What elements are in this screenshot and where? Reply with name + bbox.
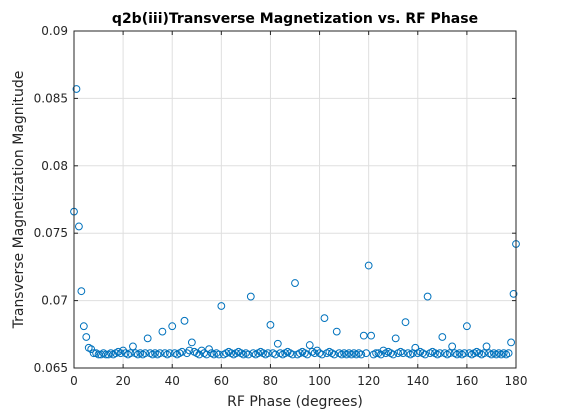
data-point — [244, 350, 253, 359]
data-point — [165, 349, 174, 358]
data-point — [214, 350, 223, 359]
y-tick-label: 0.07 — [41, 294, 68, 308]
data-point — [379, 346, 388, 355]
data-point — [362, 349, 371, 358]
data-point — [332, 327, 341, 336]
data-point — [423, 292, 432, 301]
y-tick-label: 0.085 — [34, 91, 68, 105]
data-point — [291, 279, 299, 287]
data-point — [389, 350, 398, 359]
data-point — [119, 346, 128, 355]
data-point — [129, 342, 137, 351]
x-tick-label: 60 — [214, 374, 229, 388]
y-tick-label: 0.08 — [41, 159, 68, 173]
x-tick-label: 140 — [406, 374, 429, 388]
data-points — [70, 85, 520, 359]
data-point — [305, 341, 314, 349]
data-point — [391, 334, 400, 343]
data-point — [288, 350, 297, 359]
data-point — [180, 316, 189, 325]
y-tick-label: 0.075 — [34, 226, 68, 240]
y-tick-label: 0.065 — [34, 361, 68, 375]
data-point — [143, 334, 152, 343]
y-tick-label: 0.09 — [41, 24, 68, 38]
y-axis-label: Transverse Magnetization Magnitude — [11, 71, 27, 330]
data-point — [448, 342, 457, 351]
data-point — [435, 349, 444, 358]
data-point — [313, 346, 322, 355]
data-point — [89, 349, 98, 358]
data-point — [364, 261, 373, 270]
axes-box — [73, 30, 517, 369]
data-point — [195, 350, 204, 359]
x-tick-label: 20 — [115, 374, 130, 388]
data-point — [372, 349, 380, 358]
chart-title: q2b(iii)Transverse Magnetization vs. RF … — [112, 11, 478, 27]
data-point — [168, 322, 177, 331]
x-tick-label: 80 — [263, 374, 278, 388]
data-point — [77, 287, 86, 296]
data-point — [266, 320, 275, 329]
x-tick-label: 180 — [505, 374, 528, 388]
data-point — [460, 349, 469, 358]
x-tick-labels: 0 20 40 60 80 100 120 140 160 180 — [70, 374, 527, 388]
data-point — [94, 350, 103, 359]
data-point — [330, 350, 339, 359]
data-point — [509, 289, 518, 298]
data-point — [271, 350, 280, 359]
data-point — [357, 350, 366, 359]
tick-marks — [73, 30, 517, 369]
x-tick-label: 120 — [357, 374, 380, 388]
data-point — [504, 349, 513, 358]
data-point — [401, 318, 410, 327]
data-point — [75, 222, 83, 231]
data-point — [320, 314, 329, 323]
data-point — [126, 349, 135, 358]
plot-area — [74, 31, 516, 368]
data-point — [205, 345, 213, 354]
x-tick-label: 160 — [455, 374, 478, 388]
data-point — [197, 346, 206, 355]
data-point — [79, 322, 88, 331]
data-point — [185, 346, 194, 355]
data-point — [359, 331, 368, 340]
data-point — [445, 349, 454, 358]
data-point — [399, 349, 407, 358]
data-point — [318, 350, 326, 359]
data-point — [482, 342, 491, 351]
data-point — [72, 85, 81, 93]
y-tick-labels: 0.065 0.07 0.075 0.08 0.085 0.09 — [34, 24, 68, 375]
data-point — [246, 292, 255, 301]
data-point — [217, 302, 226, 310]
data-point — [156, 349, 164, 358]
data-point — [158, 327, 167, 336]
x-tick-label: 0 — [70, 374, 78, 388]
data-point — [462, 322, 471, 331]
data-point — [141, 349, 150, 358]
data-point — [82, 333, 91, 341]
data-point — [507, 338, 515, 347]
x-tick-label: 40 — [165, 374, 180, 388]
data-point — [264, 349, 272, 358]
data-point — [87, 345, 96, 354]
data-point — [183, 349, 191, 358]
x-axis-label: RF Phase (degrees) — [227, 394, 363, 410]
data-point — [421, 350, 430, 359]
data-point — [367, 331, 376, 340]
data-point — [178, 347, 186, 356]
data-point — [273, 339, 282, 348]
data-point — [116, 349, 125, 358]
x-tick-label: 100 — [308, 374, 331, 388]
data-point — [438, 333, 447, 341]
data-point — [480, 349, 488, 358]
data-point — [377, 350, 385, 359]
data-point — [310, 349, 319, 358]
data-point — [102, 350, 110, 359]
data-point — [187, 338, 196, 347]
